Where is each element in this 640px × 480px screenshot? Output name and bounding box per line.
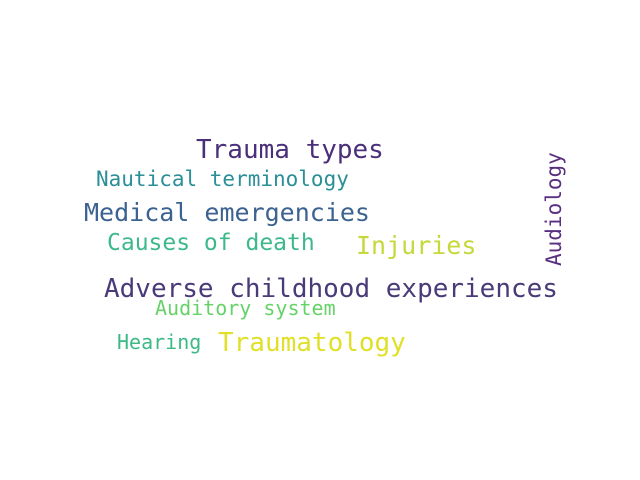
- word-auditory-system: Auditory system: [155, 296, 336, 320]
- word-hearing: Hearing: [117, 330, 202, 354]
- word-medical-emergencies: Medical emergencies: [84, 198, 370, 227]
- word-traumatology: Traumatology: [218, 328, 406, 358]
- word-causes-of-death: Causes of death: [107, 230, 315, 256]
- word-injuries: Injuries: [356, 231, 477, 260]
- word-nautical-terminology: Nautical terminology: [96, 167, 349, 191]
- word-adverse-childhood-experiences: Adverse childhood experiences: [104, 274, 558, 304]
- word-trauma-types: Trauma types: [196, 135, 384, 165]
- word-audiology: Audiology: [542, 152, 566, 266]
